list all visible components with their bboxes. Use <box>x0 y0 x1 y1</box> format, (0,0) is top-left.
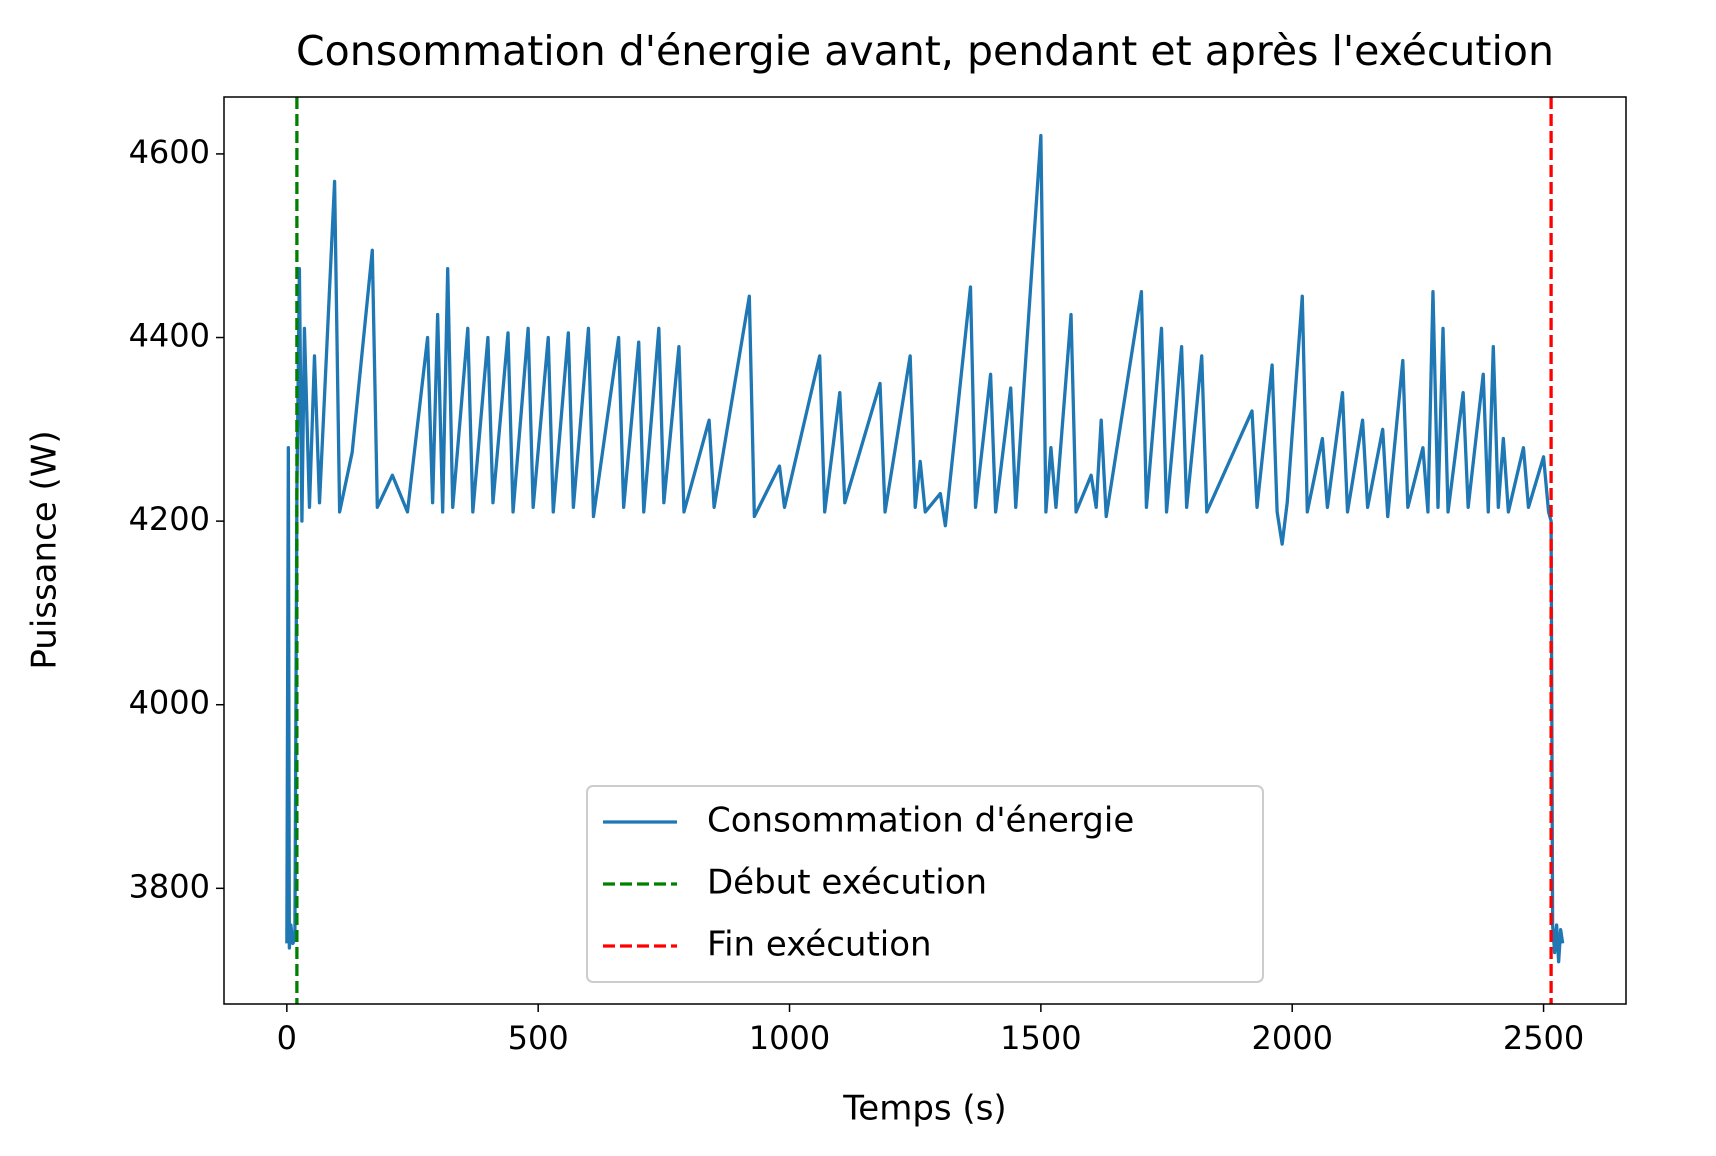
x-tick-label: 500 <box>508 1019 569 1057</box>
x-tick-label: 2500 <box>1503 1019 1584 1057</box>
x-axis-label: Temps (s) <box>842 1089 1006 1129</box>
axes-frame <box>223 96 1627 1005</box>
y-tick-label: 4400 <box>129 317 210 355</box>
y-tick-label: 4000 <box>129 684 210 722</box>
legend-label: Consommation d'énergie <box>707 801 1134 841</box>
x-tick-label: 2000 <box>1251 1019 1332 1057</box>
legend-label: Fin exécution <box>707 925 932 965</box>
y-tick-label: 3800 <box>129 867 210 905</box>
chart-title: Consommation d'énergie avant, pendant et… <box>296 27 1554 75</box>
x-tick-label: 0 <box>277 1019 297 1057</box>
x-tick-label: 1500 <box>1000 1019 1081 1057</box>
y-tick-label: 4600 <box>129 133 210 171</box>
data-line <box>285 133 1565 964</box>
x-tick-label: 1000 <box>749 1019 830 1057</box>
plot-area <box>285 97 1565 1004</box>
y-axis-label: Puissance (W) <box>25 430 65 669</box>
y-tick-label: 4200 <box>129 500 210 538</box>
legend-label: Début exécution <box>707 863 987 903</box>
legend-box <box>586 785 1264 983</box>
